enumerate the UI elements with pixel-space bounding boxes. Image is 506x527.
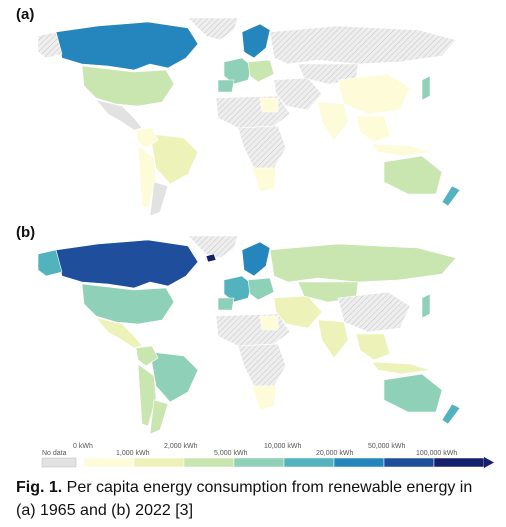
scandinavia [241,241,271,277]
mexico [95,99,143,131]
andes [137,363,157,427]
legend-swatch-7 [433,457,485,468]
southeast-asia [355,115,391,143]
western-europe [223,57,253,85]
legend-tick-2: 2,000 kWh [164,443,198,450]
legend-tick-6: 50,000 kWh [368,443,405,450]
southern-africa [251,167,277,193]
panel-a-label: (a) [16,6,35,23]
central-africa [237,343,287,387]
western-europe [223,275,253,303]
central-europe [247,277,275,301]
india [317,319,349,359]
world-map-1965 [38,18,461,217]
legend-swatches [83,457,485,468]
argentina [149,181,169,217]
greenland [187,18,239,41]
canada [55,239,199,289]
central-europe [247,59,275,83]
figure-label: Fig. 1. [16,479,63,496]
indonesia [371,361,431,375]
legend-no-data-swatch [41,457,77,468]
south-america-north [135,345,159,367]
legend-swatch-2 [183,457,235,468]
southeast-asia [355,333,391,361]
japan [421,293,431,319]
mexico [95,317,143,349]
greenland [187,236,239,259]
alaska [38,31,63,59]
world-map-2022 [38,236,461,435]
canada [55,21,199,71]
legend-tick-0: 0 kWh [73,443,93,450]
egypt [259,315,279,331]
legend-swatch-0 [83,457,135,468]
brazil [149,351,199,403]
legend-tick-1: 1,000 kWh [116,450,150,457]
legend-tick-3: 5,000 kWh [214,450,248,457]
russia [269,25,457,65]
legend-swatch-4 [283,457,335,468]
australia [383,373,443,413]
color-legend: No data 0 kWh 1,000 kWh 2,000 kWh 5,000 … [41,443,494,468]
central-africa [237,125,287,169]
scandinavia [241,23,271,59]
iberia [217,79,235,93]
egypt [259,97,279,113]
alaska [38,249,63,277]
new-zealand [441,403,461,425]
australia [383,155,443,195]
china [337,73,411,115]
iceland [205,253,217,263]
new-zealand [441,185,461,207]
legend-swatch-3 [233,457,285,468]
legend-tick-5: 20,000 kWh [316,450,353,457]
legend-swatch-6 [383,457,435,468]
iberia [217,297,235,311]
argentina [149,399,169,435]
legend-swatch-5 [333,457,385,468]
legend-tick-7: 100,000 kWh [416,450,457,457]
south-america-north [135,127,159,149]
legend-arrow [484,457,494,468]
figure-caption: Fig. 1. Per capita energy consumption fr… [16,476,496,522]
japan [421,75,431,101]
north-africa [215,95,291,129]
usa [81,283,175,325]
legend-no-data-label: No data [42,450,67,457]
china [337,291,411,333]
north-africa [215,313,291,347]
legend-tick-4: 10,000 kWh [264,443,301,450]
panel-b-label: (b) [16,224,36,241]
andes [137,145,157,209]
indonesia [371,143,431,157]
legend-swatch-1 [133,457,185,468]
india [317,101,349,141]
usa [81,65,175,107]
brazil [149,133,199,185]
russia [269,243,457,283]
figure-caption-text: Per capita energy consumption from renew… [16,479,473,519]
southern-africa [251,385,277,411]
